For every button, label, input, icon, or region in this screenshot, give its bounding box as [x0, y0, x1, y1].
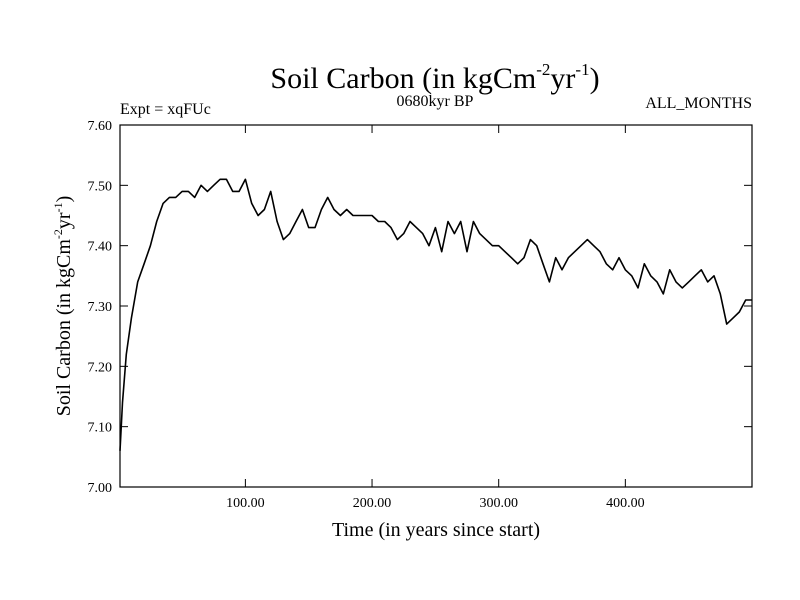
x-axis-label: Time (in years since start)	[332, 519, 540, 541]
y-tick-label: 7.20	[88, 360, 113, 375]
x-tick-label: 400.00	[606, 496, 645, 511]
y-axis-label: Soil Carbon (in kgCm-2yr-1)	[51, 196, 75, 417]
y-tick-label: 7.40	[88, 240, 113, 255]
series-group	[119, 178, 752, 451]
ylabel-main: Soil Carbon (in kgCm	[53, 239, 75, 417]
ylabel-exp2: -1	[51, 202, 65, 212]
ylabel-end: )	[53, 196, 75, 203]
y-axis: 7.00 7.10 7.20 7.30 7.40 7.50 7.60	[88, 119, 752, 496]
x-axis: 100.00 200.00 300.00 400.00	[226, 125, 645, 511]
series-line	[119, 178, 752, 451]
title-main: Soil Carbon (in kgCm	[270, 62, 536, 95]
x-tick-label: 200.00	[353, 496, 392, 511]
x-tick-label: 300.00	[479, 496, 518, 511]
experiment-label: Expt = xqFUc	[120, 101, 211, 118]
plot-frame	[119, 124, 753, 488]
title-exp1: -2	[536, 60, 550, 79]
title-end: )	[590, 62, 600, 95]
ylabel-exp1: -2	[51, 229, 65, 239]
y-tick-label: 7.00	[88, 481, 113, 496]
ylabel-mid: yr	[53, 212, 75, 229]
period-label: 0680kyr BP	[397, 93, 474, 110]
chart-title: Soil Carbon (in kgCm-2yr-1)	[270, 60, 599, 95]
y-tick-label: 7.10	[88, 421, 113, 436]
y-tick-label: 7.60	[88, 119, 113, 134]
y-tick-label: 7.30	[88, 300, 113, 315]
title-mid: yr	[550, 62, 575, 95]
y-tick-label: 7.50	[88, 179, 113, 194]
title-exp2: -1	[575, 60, 589, 79]
months-label: ALL_MONTHS	[645, 95, 752, 112]
x-tick-label: 100.00	[226, 496, 265, 511]
